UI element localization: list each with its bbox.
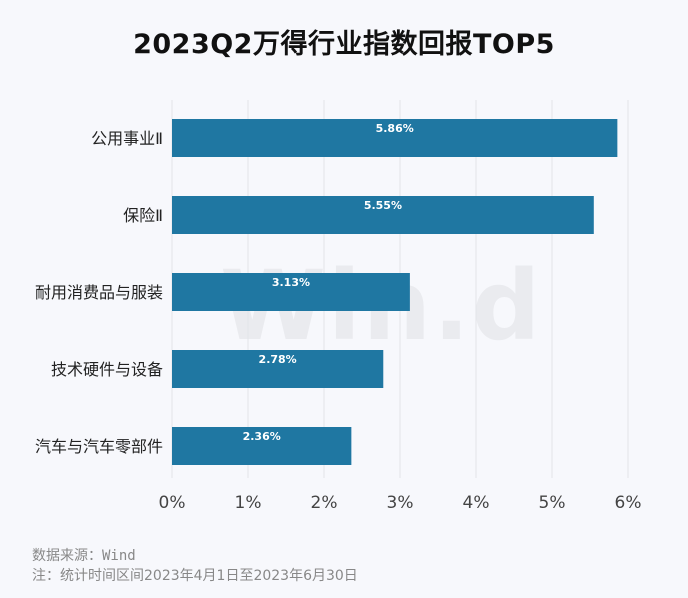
- x-tick-label: 1%: [235, 493, 262, 513]
- footnote: 注：统计时间区间2023年4月1日至2023年6月30日: [32, 568, 358, 584]
- x-tick-label: 3%: [387, 493, 414, 513]
- category-label: 公用事业Ⅱ: [91, 129, 163, 148]
- bar-value-label: 5.86%: [376, 122, 414, 135]
- bar: [172, 119, 618, 157]
- bars: 5.86% 5.55% 3.13% 2.78% 2.36%: [172, 119, 618, 465]
- bar-value-label: 2.36%: [243, 430, 281, 443]
- category-label: 耐用消费品与服装: [35, 283, 163, 302]
- data-source: 数据来源：Wind: [32, 548, 136, 564]
- x-tick-label: 2%: [311, 493, 338, 513]
- bar: [172, 273, 410, 311]
- x-tick-label: 6%: [615, 493, 642, 513]
- x-tick-label: 0%: [159, 493, 186, 513]
- x-axis-ticks: 0% 1% 2% 3% 4% 5% 6%: [159, 493, 642, 513]
- x-tick-label: 4%: [463, 493, 490, 513]
- chart-title: 2023Q2万得行业指数回报TOP5: [133, 29, 555, 60]
- bar-value-label: 2.78%: [259, 353, 297, 366]
- bar-value-label: 5.55%: [364, 199, 402, 212]
- bar-value-label: 3.13%: [272, 276, 310, 289]
- bar: [172, 350, 384, 388]
- x-tick-label: 5%: [539, 493, 566, 513]
- category-label: 技术硬件与设备: [51, 360, 163, 379]
- category-label: 保险Ⅱ: [123, 206, 163, 225]
- category-label: 汽车与汽车零部件: [35, 437, 163, 456]
- bar: [172, 196, 594, 234]
- bar: [172, 427, 352, 465]
